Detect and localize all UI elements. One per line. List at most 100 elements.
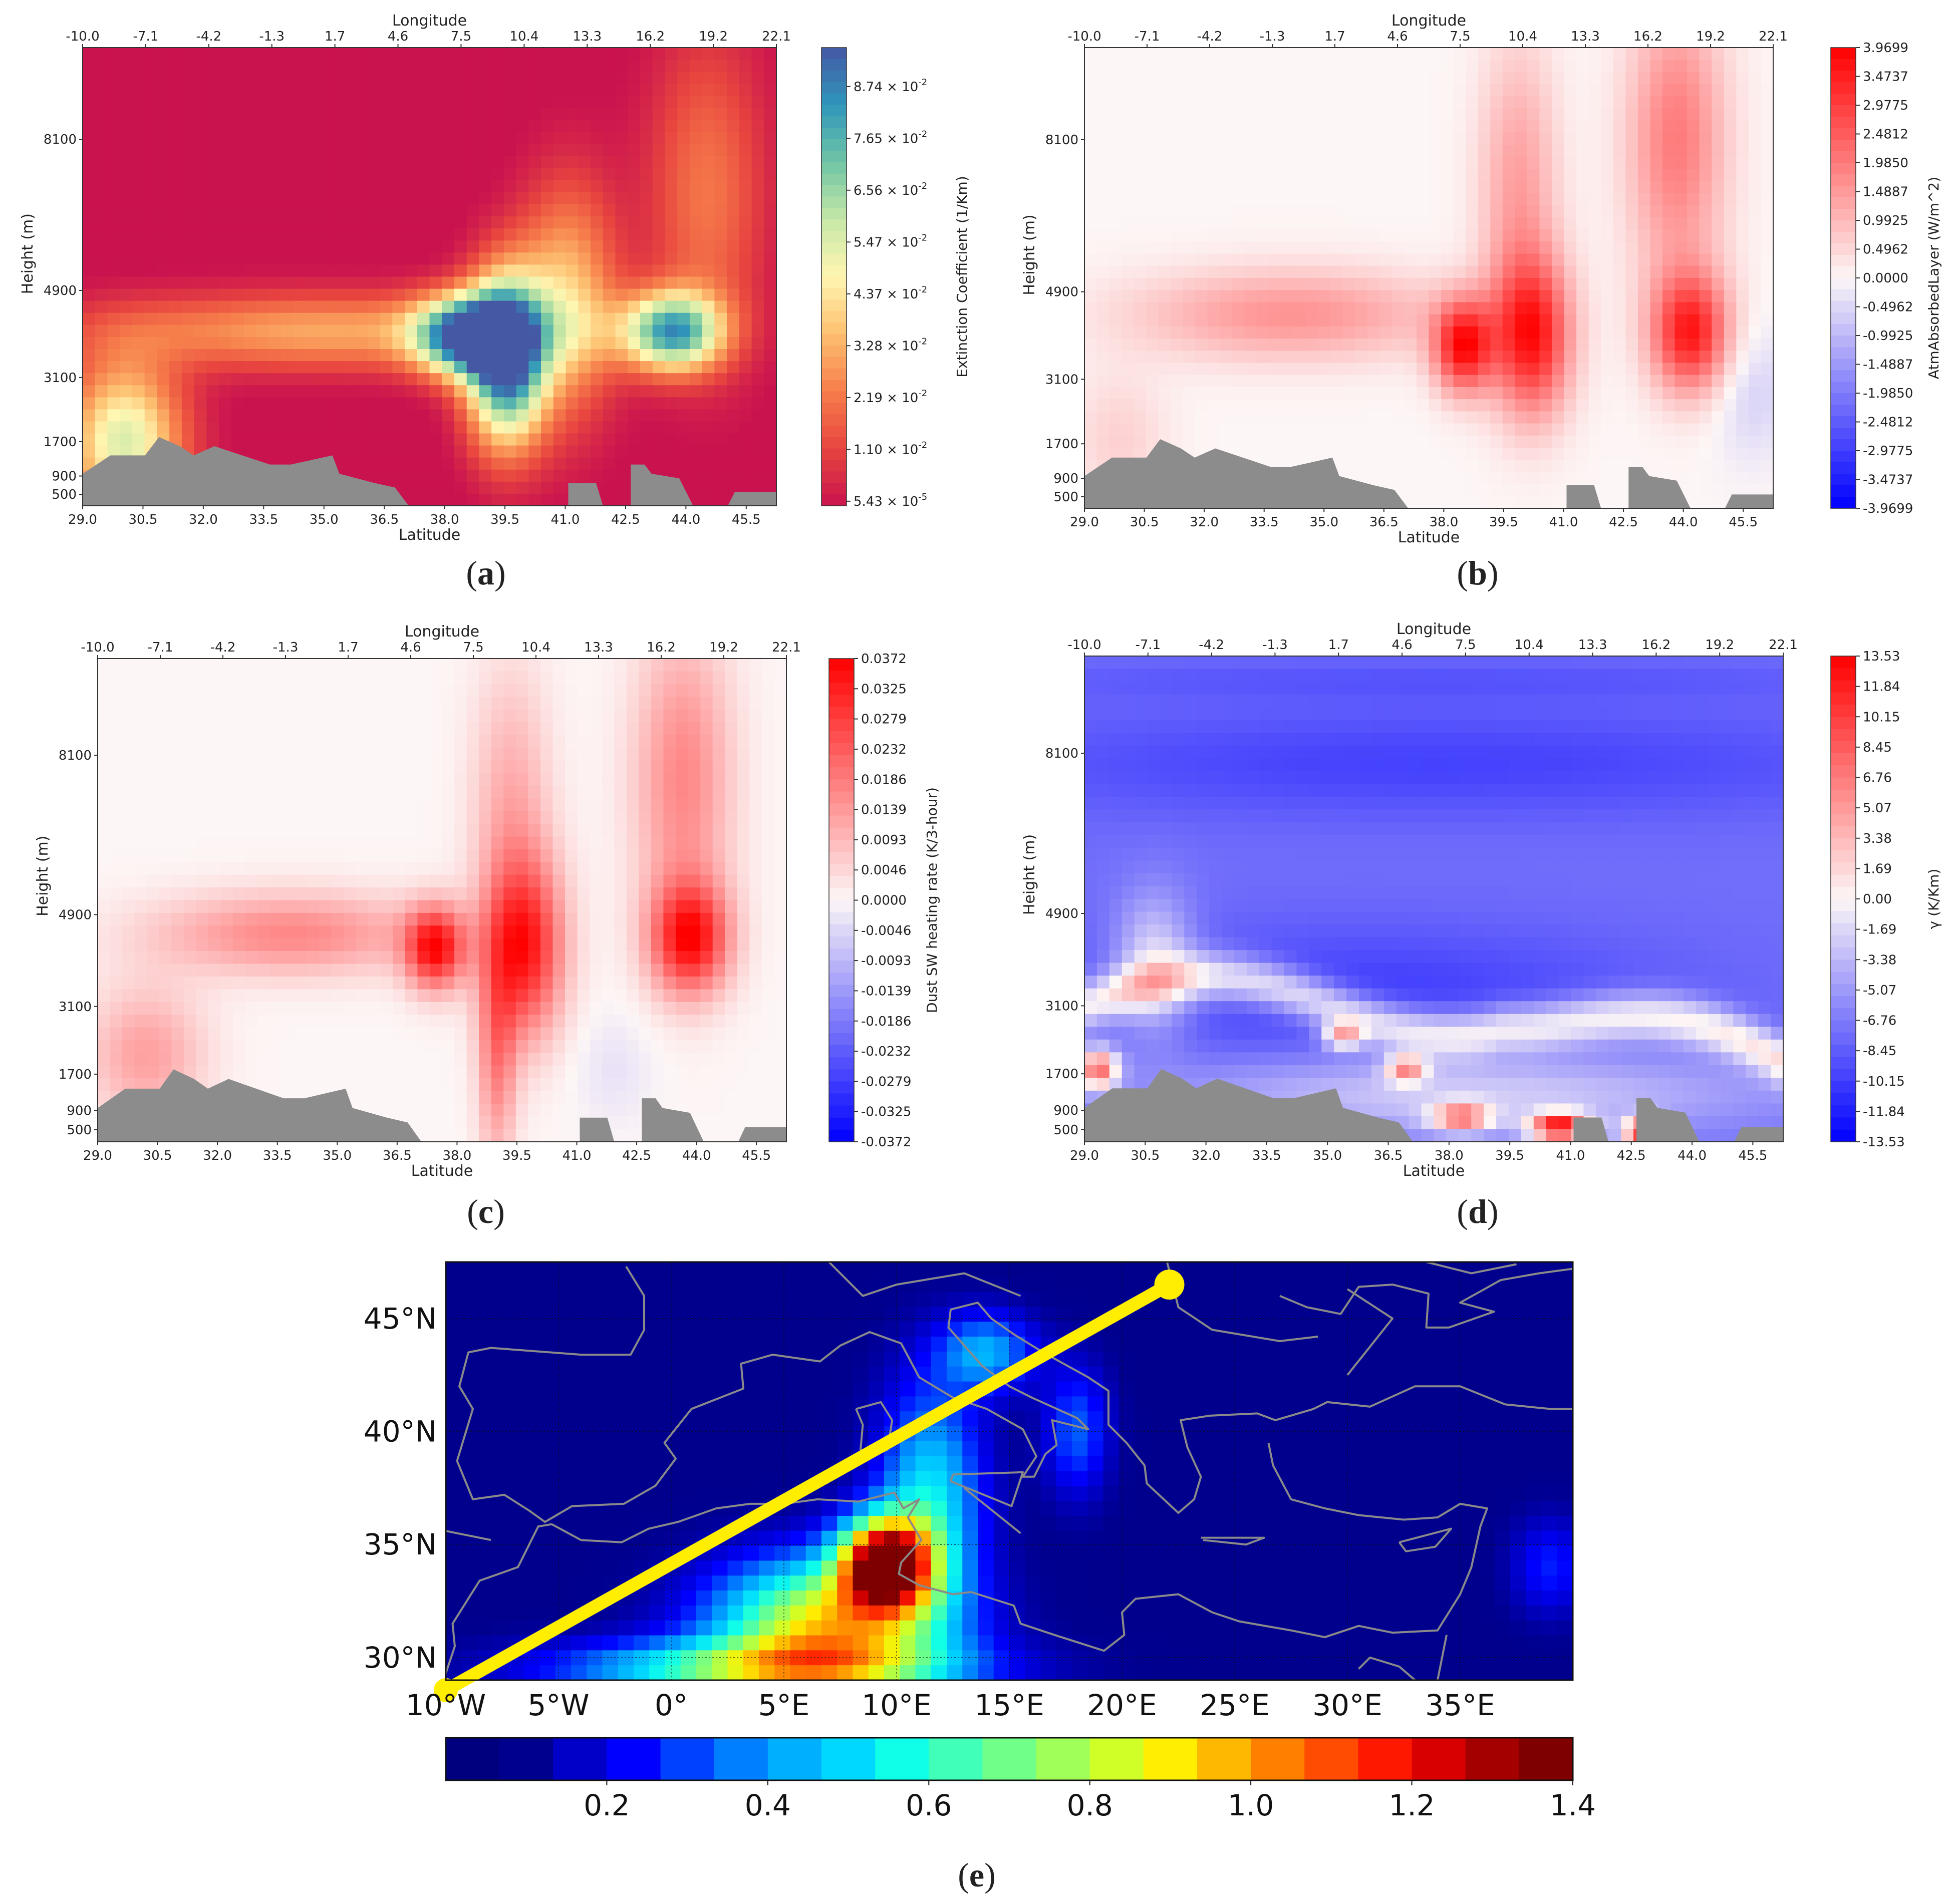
heatmap-cell — [1269, 326, 1282, 339]
heatmap-cell — [1588, 108, 1601, 121]
heatmap-cell — [1330, 411, 1343, 424]
heatmap-cell — [107, 433, 120, 446]
heatmap-cell — [318, 192, 331, 205]
heatmap-cell — [578, 288, 591, 301]
heatmap-cell — [1724, 96, 1737, 109]
heatmap-cell — [1724, 132, 1737, 145]
heatmap-cell — [1736, 229, 1749, 242]
heatmap-cell — [110, 722, 123, 735]
heatmap-cell — [1625, 363, 1638, 376]
heatmap-cell — [318, 312, 331, 326]
heatmap-cell — [1170, 351, 1184, 364]
heatmap-cell — [1601, 96, 1614, 109]
heatmap-cell — [714, 373, 727, 386]
heatmap-cell — [702, 264, 715, 277]
heatmap-cell — [1527, 120, 1540, 133]
heatmap-cell — [1220, 241, 1233, 254]
heatmap-cell — [677, 373, 690, 386]
heatmap-cell — [615, 240, 628, 253]
heatmap-cell — [615, 325, 628, 338]
heatmap-cell — [417, 156, 430, 169]
heatmap-cell — [1736, 447, 1749, 460]
heatmap-cell — [663, 747, 676, 761]
heatmap-cell — [1170, 48, 1184, 60]
heatmap-cell — [1637, 447, 1651, 460]
heatmap-cell — [181, 325, 195, 338]
heatmap-cell — [1502, 84, 1515, 97]
heatmap-cell — [393, 735, 406, 748]
longitude-tick-label: 1.7 — [325, 29, 345, 44]
heatmap-cell — [122, 659, 135, 672]
heatmap-cell — [714, 469, 727, 482]
heatmap-cell — [491, 216, 504, 229]
heatmap-cell — [1736, 193, 1749, 206]
heatmap-cell — [615, 60, 628, 72]
heatmap-cell — [367, 252, 381, 265]
heatmap-cell — [1724, 48, 1737, 60]
heatmap-cell — [429, 192, 442, 205]
heatmap-cell — [1293, 132, 1306, 145]
heatmap-cell — [343, 84, 356, 96]
colorbar-tick-label: 5.47 × 10-2 — [854, 232, 927, 250]
heatmap-cell — [528, 481, 541, 494]
heatmap-cell — [1330, 229, 1343, 242]
panel-c: 29.0 30.5 32.0 33.5 35.0 36.5 38.0 39.5 41.0 42.5… — [0, 611, 977, 1247]
heatmap-cell — [503, 276, 517, 289]
heatmap-cell — [367, 421, 381, 434]
heatmap-cell — [1564, 120, 1577, 133]
heatmap-cell — [1588, 302, 1601, 315]
heatmap-cell — [1539, 120, 1552, 133]
heatmap-cell — [566, 312, 579, 326]
heatmap-cell — [688, 735, 701, 748]
heatmap-cell — [1761, 290, 1774, 303]
heatmap-cell — [330, 96, 343, 108]
heatmap-cell — [603, 349, 616, 362]
heatmap-cell — [1736, 472, 1749, 485]
heatmap-cell — [652, 240, 666, 253]
heatmap-cell — [491, 84, 504, 96]
heatmap-cell — [1466, 472, 1479, 485]
heatmap-cell — [355, 288, 368, 301]
colorbar-segment — [1831, 359, 1856, 371]
heatmap-cell — [122, 684, 135, 697]
heatmap-cell — [652, 108, 666, 121]
heatmap-cell — [1650, 84, 1663, 97]
heatmap-cell — [1502, 217, 1515, 230]
heatmap-cell — [1453, 205, 1466, 218]
heatmap-cell — [479, 180, 492, 193]
heatmap-cell — [591, 240, 604, 253]
heatmap-cell — [1170, 229, 1184, 242]
heatmap-cell — [516, 48, 529, 60]
heatmap-cell — [764, 385, 777, 398]
heatmap-cell — [269, 671, 283, 685]
heatmap-cell — [503, 747, 516, 761]
heatmap-cell — [380, 325, 393, 338]
heatmap-cell — [751, 96, 764, 108]
heatmap-cell — [1564, 241, 1577, 254]
heatmap-cell — [1355, 241, 1368, 254]
heatmap-cell — [602, 709, 615, 723]
heatmap-cell — [665, 144, 678, 157]
heatmap-cell — [1674, 411, 1688, 424]
heatmap-cell — [1096, 351, 1109, 364]
heatmap-cell — [652, 373, 666, 386]
heatmap-cell — [1281, 205, 1294, 218]
heatmap-cell — [503, 132, 517, 145]
heatmap-cell — [1429, 108, 1442, 121]
heatmap-cell — [1687, 447, 1700, 460]
heatmap-cell — [1232, 181, 1245, 194]
heatmap-cell — [454, 144, 467, 157]
colorbar-tick-label: -0.4962 — [1863, 300, 1913, 315]
heatmap-cell — [553, 180, 567, 193]
heatmap-cell — [1293, 229, 1306, 242]
heatmap-cell — [417, 240, 430, 253]
heatmap-cell — [1342, 278, 1355, 290]
heatmap-cell — [1207, 290, 1220, 303]
heatmap-cell — [677, 216, 690, 229]
heatmap-cell — [343, 240, 356, 253]
heatmap-cell — [1121, 229, 1134, 242]
heatmap-cell — [256, 204, 269, 217]
heatmap-cell — [1146, 253, 1159, 266]
heatmap-cell — [1220, 48, 1233, 60]
heatmap-cell — [614, 684, 627, 697]
